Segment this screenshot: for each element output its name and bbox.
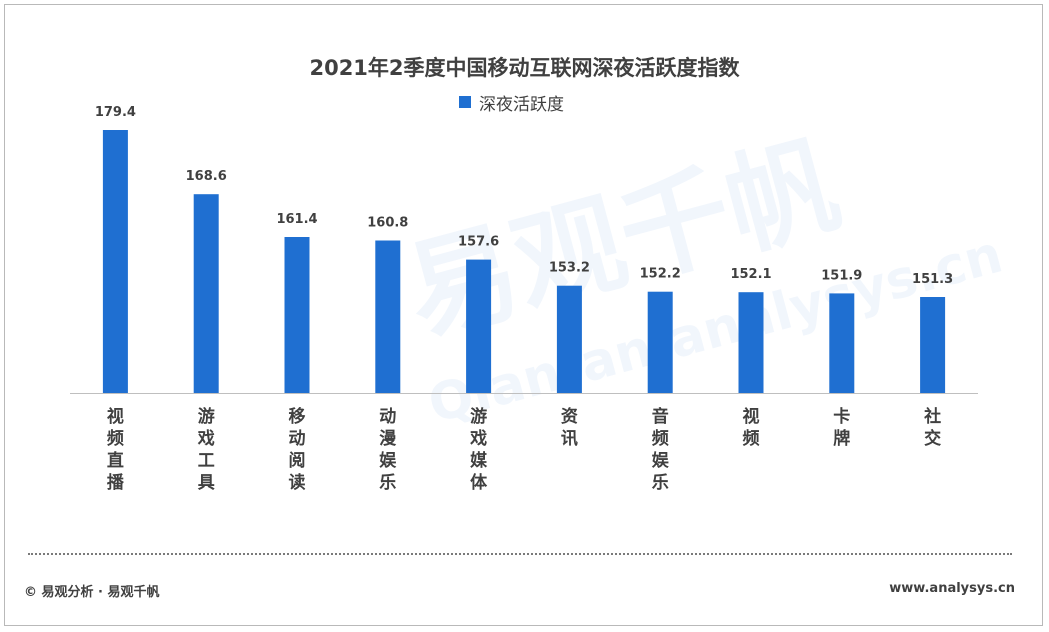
data-label-视频: 152.1 bbox=[730, 267, 771, 282]
category-label-社交: 社交 bbox=[923, 406, 941, 449]
data-label-音频娱乐: 152.2 bbox=[640, 267, 681, 282]
legend-swatch bbox=[459, 96, 471, 108]
data-label-卡牌: 151.9 bbox=[821, 268, 862, 283]
category-label-音频娱乐: 音频娱乐 bbox=[652, 406, 670, 493]
data-label-动漫娱乐: 160.8 bbox=[367, 216, 408, 231]
data-label-视频直播: 179.4 bbox=[95, 105, 136, 120]
footer-divider bbox=[28, 553, 1012, 555]
bar-动漫娱乐 bbox=[375, 240, 401, 393]
bar-音频娱乐 bbox=[647, 291, 673, 393]
category-label-资讯: 资讯 bbox=[561, 406, 578, 449]
data-label-移动阅读: 161.4 bbox=[276, 212, 317, 227]
bar-视频 bbox=[738, 292, 764, 393]
chart-frame bbox=[4, 4, 1043, 626]
category-label-视频: 视频 bbox=[743, 406, 760, 449]
bar-社交 bbox=[920, 297, 946, 393]
category-label-移动阅读: 移动阅读 bbox=[289, 406, 306, 493]
legend-label: 深夜活跃度 bbox=[479, 94, 564, 115]
chart-legend: 深夜活跃度 bbox=[459, 91, 564, 115]
category-label-游戏工具: 游戏工具 bbox=[197, 406, 215, 493]
chart-title: 2021年2季度中国移动互联网深夜活跃度指数 bbox=[309, 56, 740, 80]
bar-游戏媒体 bbox=[466, 259, 492, 393]
data-label-社交: 151.3 bbox=[912, 272, 953, 287]
category-label-视频直播: 视频直播 bbox=[107, 406, 125, 493]
data-label-游戏工具: 168.6 bbox=[186, 169, 227, 184]
category-label-动漫娱乐: 动漫娱乐 bbox=[379, 407, 397, 493]
category-label-游戏媒体: 游戏媒体 bbox=[469, 406, 488, 493]
bar-视频直播 bbox=[102, 130, 128, 393]
footer-source: © 易观分析 · 易观千帆 bbox=[24, 585, 160, 600]
bar-资讯 bbox=[556, 285, 582, 393]
bar-卡牌 bbox=[829, 293, 855, 393]
bar-移动阅读 bbox=[284, 237, 310, 393]
category-label-卡牌: 卡牌 bbox=[833, 406, 850, 449]
footer-website: www.analysys.cn bbox=[889, 581, 1015, 596]
data-label-资讯: 153.2 bbox=[549, 261, 590, 276]
data-label-游戏媒体: 157.6 bbox=[458, 235, 499, 250]
bar-游戏工具 bbox=[193, 194, 219, 393]
